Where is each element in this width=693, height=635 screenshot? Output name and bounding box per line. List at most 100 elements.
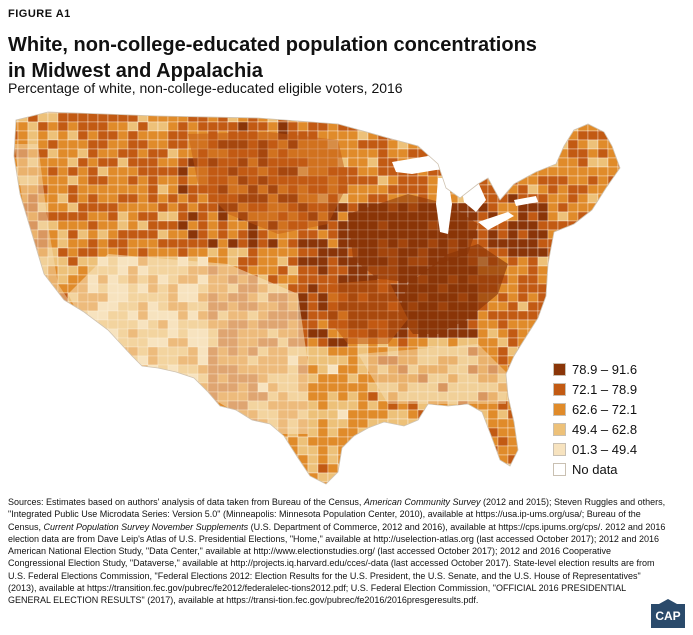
legend-item: 62.6 – 72.1 bbox=[553, 399, 683, 419]
county-cell bbox=[57, 166, 69, 177]
county-cell bbox=[257, 121, 269, 132]
county-cell bbox=[97, 211, 109, 222]
county-cell bbox=[297, 247, 309, 258]
county-cell bbox=[547, 202, 559, 213]
county-cell bbox=[387, 139, 399, 150]
county-cell bbox=[507, 247, 519, 258]
county-cell bbox=[127, 166, 139, 177]
county-cell bbox=[127, 202, 139, 213]
county-cell bbox=[367, 157, 379, 168]
county-cell bbox=[307, 391, 319, 402]
county-cell bbox=[547, 175, 559, 186]
county-cell bbox=[127, 211, 139, 222]
county-cell bbox=[477, 328, 489, 339]
county-cell bbox=[477, 310, 489, 321]
county-cell bbox=[377, 175, 389, 186]
county-cell bbox=[87, 256, 99, 267]
legend-item: 01.3 – 49.4 bbox=[553, 439, 683, 459]
county-cell bbox=[357, 382, 369, 393]
county-cell bbox=[527, 211, 539, 222]
county-cell bbox=[147, 229, 159, 240]
county-cell bbox=[547, 193, 559, 204]
county-cell bbox=[327, 355, 339, 366]
county-cell bbox=[167, 130, 179, 141]
county-cell bbox=[507, 319, 519, 330]
county-cell bbox=[57, 202, 69, 213]
county-cell bbox=[297, 121, 309, 132]
county-cell bbox=[337, 256, 349, 267]
legend-label-bin4: 72.1 – 78.9 bbox=[572, 381, 638, 397]
county-cell bbox=[327, 373, 339, 384]
county-cell bbox=[157, 130, 169, 141]
county-cell bbox=[587, 193, 599, 204]
county-cell bbox=[67, 202, 79, 213]
county-cell bbox=[327, 454, 339, 465]
county-cell bbox=[237, 256, 249, 267]
county-cell bbox=[277, 274, 289, 285]
county-cell bbox=[307, 337, 319, 348]
county-cell bbox=[337, 265, 349, 276]
county-cell bbox=[317, 283, 329, 294]
county-cell bbox=[307, 292, 319, 303]
county-cell bbox=[407, 337, 419, 348]
county-cell bbox=[157, 229, 169, 240]
county-cell bbox=[187, 184, 199, 195]
county-cell bbox=[177, 229, 189, 240]
county-cell bbox=[57, 139, 69, 150]
county-cell bbox=[117, 211, 129, 222]
county-cell bbox=[107, 238, 119, 249]
county-cell bbox=[147, 202, 159, 213]
county-cell bbox=[197, 193, 209, 204]
county-cell bbox=[487, 319, 499, 330]
county-cell bbox=[67, 166, 79, 177]
county-cell bbox=[177, 220, 189, 231]
legend-swatch-bin4 bbox=[553, 382, 566, 396]
sources-text-3: (U.S. Department of Commerce, 2012 and 2… bbox=[8, 521, 666, 606]
county-cell bbox=[307, 319, 319, 330]
county-cell bbox=[77, 193, 89, 204]
county-cell bbox=[47, 166, 59, 177]
county-cell bbox=[497, 202, 509, 213]
county-cell bbox=[97, 175, 109, 186]
county-cell bbox=[247, 121, 259, 132]
county-cell bbox=[267, 238, 279, 249]
map-legend: 78.9 – 91.6 72.1 – 78.9 62.6 – 72.1 49.4… bbox=[553, 359, 683, 479]
county-cell bbox=[387, 175, 399, 186]
county-cell bbox=[57, 157, 69, 168]
county-cell bbox=[327, 427, 339, 438]
county-cell bbox=[307, 463, 319, 474]
figure-subtitle: Percentage of white, non-college-educate… bbox=[8, 80, 403, 96]
county-cell bbox=[497, 328, 509, 339]
county-cell bbox=[297, 292, 309, 303]
county-cell bbox=[107, 157, 119, 168]
county-cell bbox=[297, 265, 309, 276]
county-cell bbox=[467, 319, 479, 330]
county-cell bbox=[347, 175, 359, 186]
county-cell bbox=[337, 373, 349, 384]
county-cell bbox=[327, 220, 339, 231]
county-cell bbox=[357, 193, 369, 204]
legend-swatch-nodata bbox=[553, 462, 566, 476]
county-cell bbox=[317, 238, 329, 249]
county-cell bbox=[507, 292, 519, 303]
county-cell bbox=[527, 310, 539, 321]
county-cell bbox=[87, 148, 99, 159]
county-cell bbox=[157, 157, 169, 168]
county-cell bbox=[317, 445, 329, 456]
lake-erie bbox=[478, 212, 514, 230]
county-cell bbox=[137, 247, 149, 258]
county-cell bbox=[297, 283, 309, 294]
county-cell bbox=[487, 346, 499, 357]
county-cell bbox=[147, 166, 159, 177]
county-cell bbox=[307, 121, 319, 132]
county-cell bbox=[157, 166, 169, 177]
county-cell bbox=[587, 157, 599, 168]
county-cell bbox=[167, 175, 179, 186]
county-cell bbox=[527, 292, 539, 303]
county-cell bbox=[407, 409, 419, 420]
county-cell bbox=[317, 436, 329, 447]
county-cell bbox=[137, 229, 149, 240]
county-cell bbox=[87, 211, 99, 222]
county-cell bbox=[517, 229, 529, 240]
region-southwest-light bbox=[68, 254, 308, 434]
